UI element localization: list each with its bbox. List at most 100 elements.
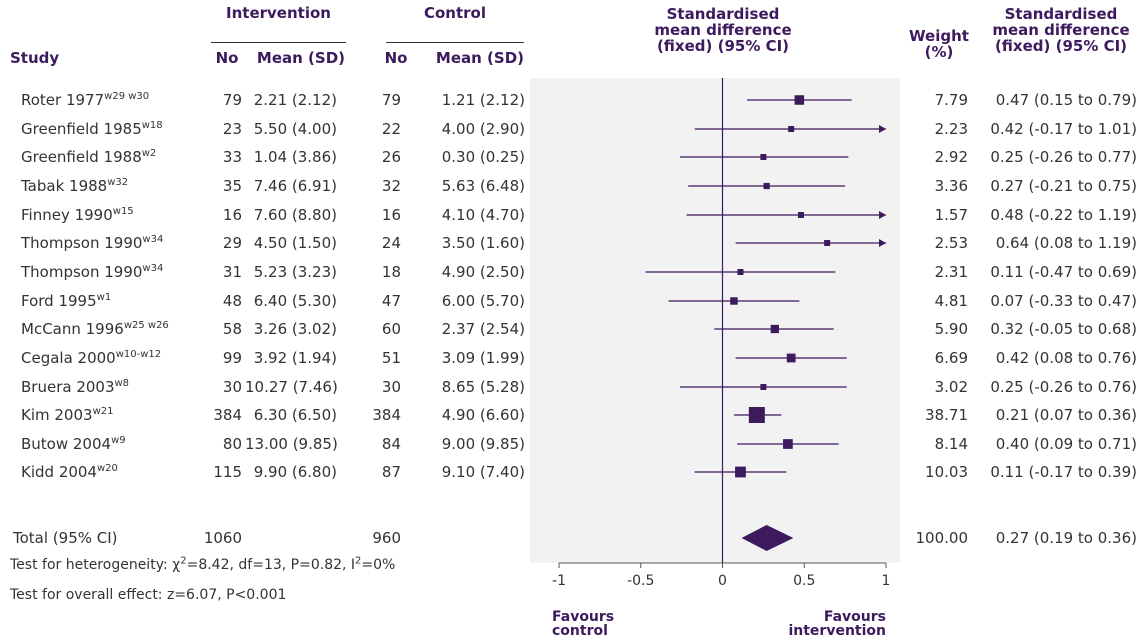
control-mean-sd: 4.10 (4.70) bbox=[441, 206, 525, 224]
pooled-estimate-diamond bbox=[741, 525, 794, 551]
total-control-n: 960 bbox=[372, 529, 401, 547]
point-estimate bbox=[760, 384, 767, 390]
control-n: 47 bbox=[381, 292, 401, 310]
control-mean-sd: 4.90 (6.60) bbox=[441, 406, 525, 424]
ci-arrow bbox=[879, 239, 886, 247]
study-column-header: Study bbox=[10, 49, 60, 67]
study-name: Greenfield 1988w2 bbox=[21, 148, 157, 166]
control-no-header: No bbox=[384, 49, 408, 67]
intervention-n: 58 bbox=[222, 320, 242, 338]
study-ci: 0.48 (-0.22 to 1.19) bbox=[990, 206, 1137, 224]
point-estimate bbox=[763, 182, 770, 190]
intervention-mean-sd: 3.92 (1.94) bbox=[253, 349, 337, 367]
study-ci: 0.07 (-0.33 to 0.47) bbox=[990, 292, 1137, 310]
study-weight: 3.02 bbox=[934, 378, 968, 396]
study-ci: 0.42 (-0.17 to 1.01) bbox=[990, 120, 1137, 138]
point-estimate bbox=[737, 269, 744, 275]
ci-arrow bbox=[879, 125, 886, 133]
control-mean-sd: 4.00 (2.90) bbox=[441, 120, 525, 138]
ci-arrow bbox=[879, 211, 886, 219]
x-tick-label: 1 bbox=[882, 573, 891, 589]
control-n: 24 bbox=[381, 234, 401, 252]
study-weight: 5.90 bbox=[934, 320, 968, 338]
intervention-no-header: No bbox=[215, 49, 239, 67]
intervention-mean-sd: 3.26 (3.02) bbox=[253, 320, 337, 338]
control-mean-sd: 5.63 (6.48) bbox=[441, 177, 525, 195]
study-name: Roter 1977w29 w30 bbox=[21, 91, 150, 109]
control-mean-sd: 6.00 (5.70) bbox=[441, 292, 525, 310]
point-estimate bbox=[748, 407, 765, 423]
intervention-n: 29 bbox=[222, 234, 242, 252]
study-name: Thompson 1990w34 bbox=[21, 263, 164, 281]
point-estimate bbox=[788, 126, 795, 132]
study-weight: 7.79 bbox=[934, 91, 968, 109]
point-estimate bbox=[735, 466, 746, 478]
study-ci: 0.11 (-0.17 to 0.39) bbox=[990, 463, 1137, 481]
intervention-n: 23 bbox=[222, 120, 242, 138]
study-name: Bruera 2003w8 bbox=[21, 378, 130, 396]
total-ci: 0.27 (0.19 to 0.36) bbox=[995, 529, 1137, 547]
study-name: Butow 2004w9 bbox=[21, 435, 126, 453]
weight-header: Weight (%) bbox=[909, 27, 969, 61]
study-ci: 0.25 (-0.26 to 0.76) bbox=[990, 378, 1137, 396]
intervention-n: 99 bbox=[222, 349, 242, 367]
total-label: Total (95% CI) bbox=[13, 529, 118, 547]
control-mean-sd: 4.90 (2.50) bbox=[441, 263, 525, 281]
study-weight: 2.31 bbox=[934, 263, 968, 281]
study-ci: 0.47 (0.15 to 0.79) bbox=[995, 91, 1137, 109]
study-weight: 6.69 bbox=[934, 349, 968, 367]
study-weight: 1.57 bbox=[934, 206, 968, 224]
study-ci: 0.40 (0.09 to 0.71) bbox=[995, 435, 1137, 453]
study-weight: 10.03 bbox=[925, 463, 968, 481]
intervention-mean-sd: 1.04 (3.86) bbox=[253, 148, 337, 166]
overall-effect-test: Test for overall effect: z=6.07, P<0.001 bbox=[10, 587, 287, 603]
intervention-mean-sd: 4.50 (1.50) bbox=[253, 234, 337, 252]
x-tick-label: -0.5 bbox=[627, 573, 654, 589]
x-tick-label: 0.5 bbox=[793, 573, 815, 589]
control-mean-sd: 9.10 (7.40) bbox=[441, 463, 525, 481]
total-intervention-n: 1060 bbox=[203, 529, 242, 547]
point-estimate bbox=[730, 297, 738, 305]
control-n: 22 bbox=[381, 120, 401, 138]
intervention-mean-sd: 10.27 (7.46) bbox=[245, 378, 338, 396]
intervention-n: 79 bbox=[222, 91, 242, 109]
study-name: Finney 1990w15 bbox=[21, 206, 134, 224]
point-estimate bbox=[824, 240, 831, 246]
study-ci: 0.42 (0.08 to 0.76) bbox=[995, 349, 1137, 367]
intervention-mean-sd: 6.40 (5.30) bbox=[253, 292, 337, 310]
study-weight: 2.23 bbox=[934, 120, 968, 138]
control-n: 79 bbox=[381, 91, 401, 109]
intervention-n: 384 bbox=[213, 406, 242, 424]
control-n: 384 bbox=[372, 406, 401, 424]
intervention-mean-sd: 6.30 (6.50) bbox=[253, 406, 337, 424]
control-group-header: Control bbox=[423, 4, 486, 22]
control-n: 26 bbox=[381, 148, 401, 166]
study-ci: 0.11 (-0.47 to 0.69) bbox=[990, 263, 1137, 281]
intervention-n: 35 bbox=[222, 177, 242, 195]
intervention-mean-sd: 9.90 (6.80) bbox=[253, 463, 337, 481]
study-weight: 38.71 bbox=[925, 406, 968, 424]
intervention-mean-header: Mean (SD) bbox=[256, 49, 345, 67]
intervention-n: 31 bbox=[222, 263, 242, 281]
control-n: 84 bbox=[381, 435, 401, 453]
plot-background bbox=[530, 78, 900, 563]
intervention-mean-sd: 7.60 (8.80) bbox=[253, 206, 337, 224]
control-n: 30 bbox=[381, 378, 401, 396]
intervention-header-underline bbox=[211, 42, 346, 43]
point-estimate bbox=[760, 154, 767, 160]
study-weight: 3.36 bbox=[934, 177, 968, 195]
study-name: Cegala 2000w10-w12 bbox=[21, 349, 162, 367]
x-tick-label: 0 bbox=[718, 573, 727, 589]
control-mean-sd: 0.30 (0.25) bbox=[441, 148, 525, 166]
heterogeneity-test: Test for heterogeneity: χ2=8.42, df=13, … bbox=[10, 555, 396, 573]
intervention-n: 30 bbox=[222, 378, 242, 396]
intervention-mean-sd: 2.21 (2.12) bbox=[253, 91, 337, 109]
point-estimate bbox=[770, 324, 779, 334]
study-name: Kidd 2004w20 bbox=[21, 463, 118, 481]
point-estimate bbox=[797, 212, 804, 218]
control-mean-sd: 8.65 (5.28) bbox=[441, 378, 525, 396]
study-ci: 0.27 (-0.21 to 0.75) bbox=[990, 177, 1137, 195]
intervention-n: 115 bbox=[213, 463, 242, 481]
intervention-mean-sd: 13.00 (9.85) bbox=[245, 435, 338, 453]
